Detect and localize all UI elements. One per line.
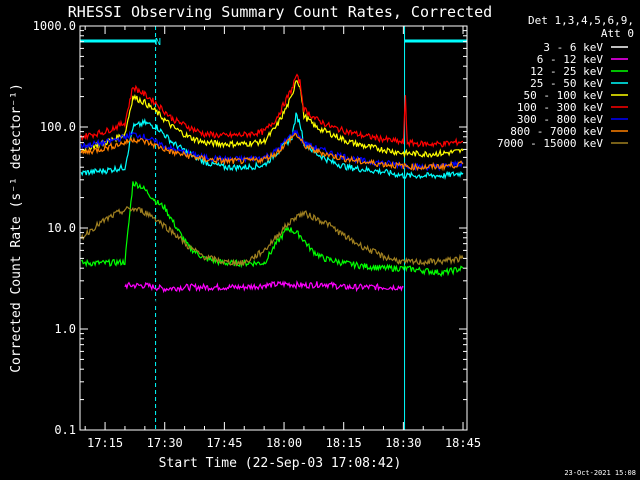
y-tick-label-0: 0.1 <box>54 423 76 437</box>
y-tick-label-4: 1000.0 <box>33 19 76 33</box>
x-tick-label-3: 18:00 <box>266 436 302 450</box>
legend-label-2: 12 - 25 keV <box>530 65 603 78</box>
chart-title: RHESSI Observing Summary Count Rates, Co… <box>68 3 492 21</box>
footer-date: 23-Oct-2021 15:08 <box>564 469 636 477</box>
y-tick-label-1: 1.0 <box>54 322 76 336</box>
series-line-7 <box>80 132 464 172</box>
x-tick-label-6: 18:45 <box>445 436 481 450</box>
legend-header-line-2: Att 0 <box>601 27 634 40</box>
legend-label-6: 300 - 800 keV <box>517 113 603 126</box>
y-axis-ticks: 0.1 1.0 10.0 100.0 1000.0 <box>33 19 467 437</box>
series-line-5 <box>80 73 464 149</box>
series-line-1 <box>124 279 404 294</box>
y-axis-label: Corrected Count Rate (s⁻¹ detector⁻¹) <box>9 83 24 373</box>
series-line-2 <box>80 180 464 278</box>
x-axis-label: Start Time (22-Sep-03 17:08:42) <box>159 456 402 471</box>
x-tick-label-5: 18:30 <box>385 436 421 450</box>
series-line-4 <box>81 80 464 159</box>
legend-label-1: 6 - 12 keV <box>537 53 604 66</box>
x-tick-label-2: 17:45 <box>206 436 242 450</box>
legend-label-7: 800 - 7000 keV <box>510 125 603 138</box>
y-tick-label-3: 100.0 <box>40 120 76 134</box>
legend-label-4: 50 - 100 keV <box>524 89 604 102</box>
legend-label-8: 7000 - 15000 keV <box>497 137 603 150</box>
y-tick-label-2: 10.0 <box>47 221 76 235</box>
x-tick-label-4: 18:15 <box>326 436 362 450</box>
legend-label-5: 100 - 300 keV <box>517 101 603 114</box>
legend-header-line-1: Det 1,3,4,5,6,9, <box>528 14 634 27</box>
series-line-0 <box>124 287 396 335</box>
x-tick-label-0: 17:15 <box>87 436 123 450</box>
x-axis-ticks: 17:15 17:30 17:45 18:00 18:15 18:30 18:45 <box>84 26 481 450</box>
series-lines <box>80 73 464 335</box>
x-tick-label-1: 17:30 <box>147 436 183 450</box>
legend-label-3: 25 - 50 keV <box>530 77 603 90</box>
legend-label-0: 3 - 6 keV <box>543 41 603 54</box>
series-line-8 <box>80 205 464 267</box>
flag-label: N <box>155 37 161 48</box>
